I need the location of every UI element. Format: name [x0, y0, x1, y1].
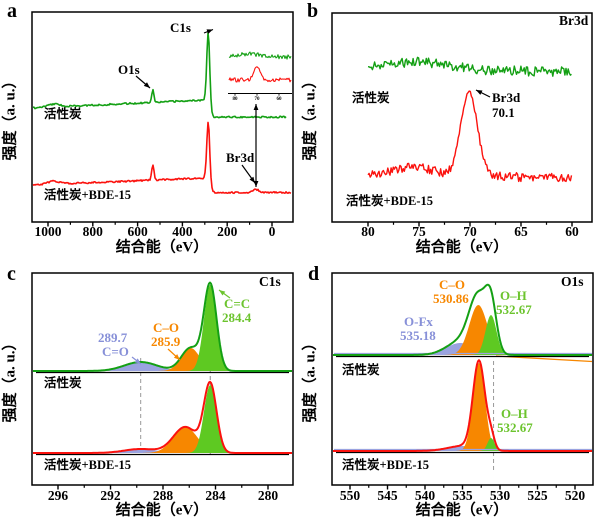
- svg-text:1000: 1000: [35, 224, 62, 239]
- peak-annotation-o1s: O1s: [118, 62, 140, 77]
- svg-text:525: 525: [527, 488, 548, 503]
- svg-text:296: 296: [48, 488, 69, 503]
- survey-spectrum-chart: 1000 800 600 400 200 0 80 70 60: [31, 11, 294, 239]
- svg-text:292: 292: [100, 488, 121, 503]
- svg-text:65: 65: [514, 224, 528, 239]
- panel-letter: c: [7, 263, 16, 285]
- svg-text:535: 535: [452, 488, 473, 503]
- panel-letter: a: [7, 0, 17, 22]
- y-axis-label: 强度（a. u.）: [2, 335, 19, 423]
- peak-label-o-h-bottom: O–H: [501, 406, 528, 421]
- svg-text:0: 0: [269, 224, 276, 239]
- y-axis-label: 强度（a. u.）: [302, 335, 319, 423]
- region-label-br3d: Br3d: [559, 13, 589, 28]
- svg-text:550: 550: [340, 488, 361, 503]
- region-label-o1s: O1s: [561, 274, 584, 289]
- series-label-ac: 活性炭: [342, 363, 380, 377]
- peak-value-c-o-top: 530.86: [433, 291, 469, 306]
- svg-text:70: 70: [255, 97, 261, 102]
- x-axis-label: 结合能（eV）: [115, 239, 209, 256]
- svg-text:80: 80: [361, 224, 375, 239]
- peak-value-o-fx: 535.18: [400, 328, 436, 343]
- series-label-ac: 活性炭: [352, 91, 390, 105]
- svg-text:60: 60: [565, 224, 579, 239]
- peak-annotation-br3d-label: Br3d: [492, 90, 521, 105]
- peak-label-o-h-top: O–H: [500, 288, 527, 303]
- svg-text:280: 280: [258, 488, 279, 503]
- peak-label-c-o-top: C–O: [439, 277, 465, 292]
- x-axis-label: 结合能（eV）: [415, 239, 509, 256]
- y-axis-label: 强度（a. u.）: [2, 73, 19, 161]
- series-label-ac-bde: 活性炭+BDE-15: [44, 188, 131, 202]
- peak-label-o-fx: O-Fx: [404, 314, 433, 329]
- svg-text:400: 400: [172, 224, 193, 239]
- svg-text:80: 80: [233, 97, 239, 102]
- x-axis-label: 结合能（eV）: [115, 502, 209, 519]
- peak-annotation-c1s: C1s: [170, 20, 191, 35]
- svg-text:60: 60: [277, 97, 283, 102]
- x-axis-label: 结合能（eV）: [415, 502, 509, 519]
- panel-a: 1000 800 600 400 200 0 80 70 60 a 强度（a. u.） 结合能（…: [0, 0, 300, 261]
- series-label-ac: 活性炭: [44, 107, 82, 121]
- svg-text:200: 200: [217, 224, 238, 239]
- panel-d: 550 545 540 535 530 525 520 d O1s 强度（a. u.） 结合…: [300, 261, 600, 523]
- region-label-c1s: C1s: [259, 274, 281, 289]
- panel-b: 80 75 70 65 60 b Br3d 强度（a. u.） 结合能（eV） Br3d…: [300, 0, 600, 261]
- svg-text:800: 800: [83, 224, 104, 239]
- peak-label-c-dbl-o: C=O: [102, 344, 129, 359]
- svg-text:75: 75: [412, 224, 426, 239]
- peak-label-c-o: C–O: [153, 320, 179, 335]
- series-label-ac: 活性炭: [44, 376, 82, 390]
- series-label-ac-bde: 活性炭+BDE-15: [346, 194, 433, 208]
- peak-value-c-dbl-c: 284.4: [222, 310, 252, 325]
- peak-value-o-h-bottom: 532.67: [497, 420, 533, 435]
- y-axis-label: 强度（a. u.）: [302, 73, 319, 161]
- br3d-spectrum-chart: 80 75 70 65 60: [331, 12, 593, 239]
- peak-label-c-dbl-c: C=C: [224, 296, 251, 311]
- svg-text:530: 530: [490, 488, 511, 503]
- svg-text:284: 284: [205, 488, 226, 503]
- peak-value-c-o: 285.9: [151, 334, 181, 349]
- svg-text:600: 600: [127, 224, 148, 239]
- panel-c: 296 292 288 284 280 c C1s 强度（a. u.） 结合能（eV） …: [0, 261, 300, 523]
- series-label-ac-bde: 活性炭+BDE-15: [44, 458, 131, 472]
- svg-text:540: 540: [415, 488, 436, 503]
- panel-letter: d: [308, 263, 320, 285]
- panel-letter: b: [307, 0, 319, 22]
- series-label-ac-bde: 活性炭+BDE-15: [342, 458, 429, 472]
- svg-text:520: 520: [565, 488, 586, 503]
- peak-annotation-br3d: Br3d: [226, 150, 255, 165]
- svg-text:70: 70: [463, 224, 477, 239]
- peak-value-c-dbl-o: 289.7: [98, 330, 128, 345]
- o1s-fitted-spectrum-chart: 550 545 540 535 530 525 520: [331, 272, 594, 503]
- peak-annotation-br3d-value: 70.1: [492, 105, 515, 120]
- c1s-fitted-spectrum-chart: 296 292 288 284 280: [31, 272, 294, 503]
- peak-value-o-h-top: 532.67: [496, 302, 532, 317]
- svg-text:288: 288: [153, 488, 174, 503]
- svg-text:545: 545: [377, 488, 398, 503]
